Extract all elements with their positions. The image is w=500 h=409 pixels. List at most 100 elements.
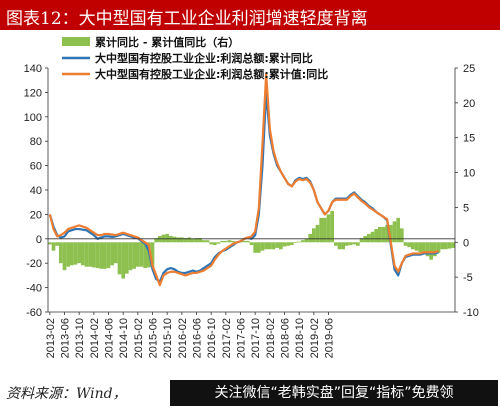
bar xyxy=(257,242,261,253)
bar xyxy=(440,242,444,250)
bar xyxy=(81,242,85,266)
x-tick-label: 2015-02 xyxy=(133,318,145,358)
bar xyxy=(444,242,448,250)
bar xyxy=(117,242,122,275)
bar xyxy=(403,242,408,246)
bar xyxy=(59,242,63,264)
left-tick-label: -20 xyxy=(26,258,42,270)
chart-title: 图表12：大中型国有工业企业利润增速轻度背离 xyxy=(6,9,368,29)
bar xyxy=(227,240,232,243)
bar xyxy=(334,242,338,246)
right-tick-label: 25 xyxy=(463,63,475,75)
bar xyxy=(216,242,221,244)
left-tick-label: 20 xyxy=(30,209,42,221)
bar xyxy=(194,238,199,243)
right-tick-label: 0 xyxy=(463,237,469,249)
x-tick-label: 2016-10 xyxy=(206,318,218,358)
bar xyxy=(264,242,268,250)
bar xyxy=(374,229,378,243)
bar xyxy=(359,238,364,243)
x-tick-label: 2013-02 xyxy=(45,318,57,358)
bar xyxy=(297,241,301,243)
bar xyxy=(231,240,235,243)
bar xyxy=(48,242,52,245)
bar xyxy=(326,214,331,243)
right-tick-label: -5 xyxy=(463,272,473,284)
x-tick-label: 2017-02 xyxy=(221,318,233,358)
bar xyxy=(202,240,206,243)
x-axis-ticks: 2013-02 2013-06 2013-10 2014-02 2014-06 2014-… xyxy=(45,312,336,358)
watermark-banner: 关注微信“老韩实盘”回复“指标”免费领 xyxy=(170,380,498,406)
legend-label-orange: 大中型国有控股工业企业:利润总额:累计值:同比 xyxy=(95,67,328,81)
legend-label-blue: 大中型国有控股工业企业:利润总额:累计同比 xyxy=(95,51,313,65)
left-axis-ticks: -60 -40 -20 0 20 40 60 80 100 120 140 xyxy=(24,63,48,319)
bar xyxy=(370,231,375,243)
bar xyxy=(337,242,342,250)
bar xyxy=(150,242,155,267)
bar xyxy=(411,242,415,250)
bar xyxy=(110,242,114,266)
x-tick-label: 2017-06 xyxy=(236,318,248,358)
bar xyxy=(418,242,422,253)
bar xyxy=(348,242,353,246)
x-tick-label: 2016-02 xyxy=(177,318,189,358)
bar xyxy=(301,240,305,243)
bar xyxy=(290,242,294,246)
bar xyxy=(345,242,349,246)
bar xyxy=(447,242,452,249)
x-tick-label: 2017-10 xyxy=(250,318,262,358)
bar xyxy=(114,242,118,264)
bar xyxy=(84,242,89,267)
bar xyxy=(286,242,290,246)
bar xyxy=(275,242,279,248)
footer: 资料来源：Wind， 关注微信“老韩实盘”回复“指标”免费领 xyxy=(0,378,500,409)
legend-label-bar: 累计同比 - 累计值同比（右） xyxy=(95,35,239,49)
left-tick-label: -40 xyxy=(26,283,42,295)
bar xyxy=(191,238,195,243)
bar xyxy=(246,240,250,243)
bar xyxy=(367,233,371,243)
bar xyxy=(378,226,382,243)
left-tick-label: 140 xyxy=(24,63,42,75)
bar xyxy=(385,224,389,243)
bar xyxy=(88,242,92,267)
bar xyxy=(176,237,180,243)
bar xyxy=(260,242,265,251)
bar xyxy=(106,242,111,269)
bar xyxy=(407,242,411,248)
bar xyxy=(73,242,78,265)
bar xyxy=(389,224,393,243)
x-tick-label: 2018-06 xyxy=(280,318,292,358)
bar xyxy=(198,238,202,243)
left-tick-label: 0 xyxy=(36,234,42,246)
left-tick-label: 60 xyxy=(30,161,42,173)
x-tick-label: 2016-06 xyxy=(192,318,204,358)
bar xyxy=(433,242,437,257)
legend-swatch-bar xyxy=(62,37,90,46)
bar xyxy=(220,240,224,243)
bar xyxy=(330,210,334,243)
bar xyxy=(183,238,188,243)
bar xyxy=(293,242,298,243)
x-tick-label: 2013-10 xyxy=(74,318,86,358)
x-tick-label: 2019-02 xyxy=(309,318,321,358)
left-tick-label: 80 xyxy=(30,136,42,148)
bar xyxy=(323,217,327,243)
left-tick-label: 40 xyxy=(30,185,42,197)
bar xyxy=(70,242,74,266)
right-axis-ticks: -10 -5 0 5 10 15 20 25 xyxy=(455,63,479,319)
right-tick-label: -10 xyxy=(463,307,479,319)
bar xyxy=(172,236,177,243)
bar xyxy=(425,242,430,257)
source-note: 资料来源：Wind， xyxy=(6,386,127,402)
bar xyxy=(315,224,320,243)
bar xyxy=(271,242,276,250)
x-tick-label: 2018-10 xyxy=(294,318,306,358)
bar xyxy=(92,242,96,268)
bar xyxy=(103,242,107,269)
bar xyxy=(213,242,217,246)
bar xyxy=(319,217,323,243)
bar xyxy=(242,240,246,243)
bar xyxy=(143,242,147,269)
right-tick-label: 15 xyxy=(463,133,475,145)
